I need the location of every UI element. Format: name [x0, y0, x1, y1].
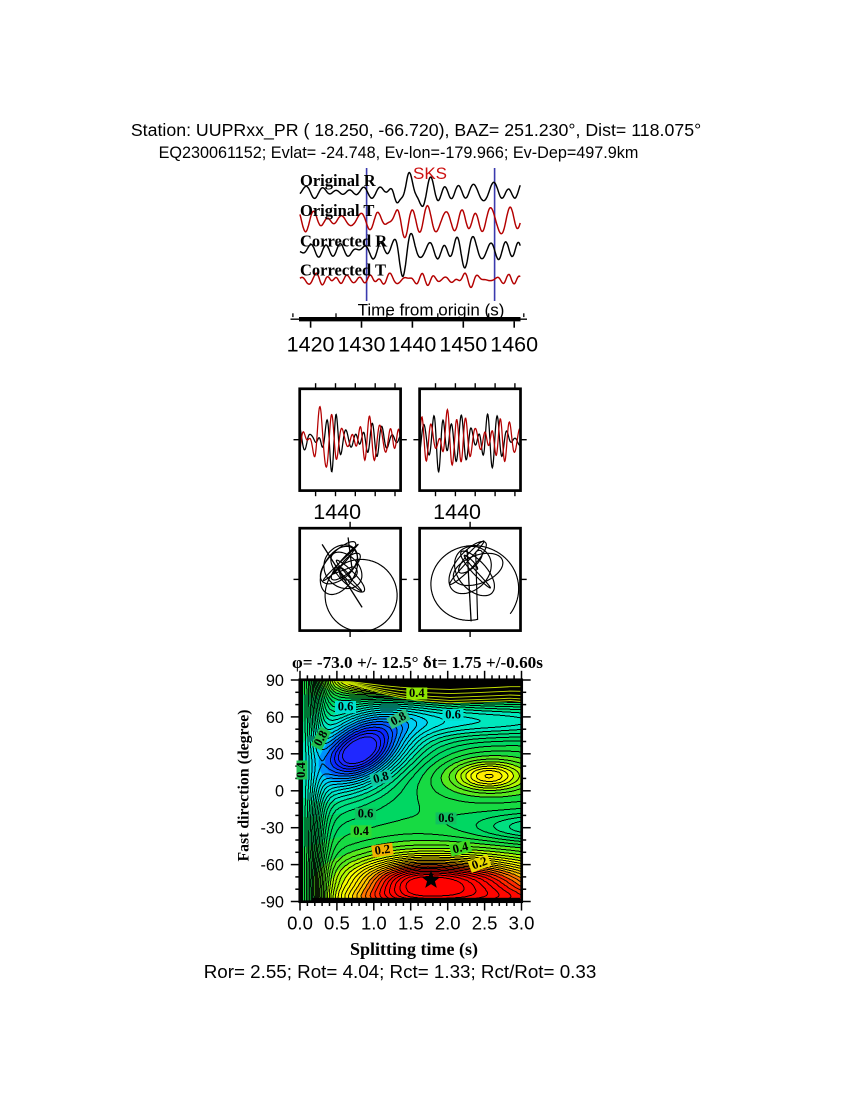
svg-text:Corrected T: Corrected T	[300, 261, 386, 280]
svg-text:0.8: 0.8	[388, 709, 408, 729]
svg-text:1440: 1440	[433, 500, 481, 524]
svg-text:3.0: 3.0	[509, 913, 535, 934]
svg-text:0.8: 0.8	[311, 728, 331, 748]
svg-text:1440: 1440	[313, 500, 361, 524]
svg-text:0: 0	[275, 783, 284, 801]
svg-text:Original R: Original R	[300, 171, 377, 190]
svg-text:Ror= 2.55; Rot= 4.04; Rct= 1.3: Ror= 2.55; Rot= 4.04; Rct= 1.33; Rct/Rot…	[204, 961, 597, 982]
svg-text:2.5: 2.5	[472, 913, 498, 934]
svg-text:Fast direction (degree): Fast direction (degree)	[236, 709, 253, 861]
svg-text:-60: -60	[260, 857, 284, 875]
svg-text:EQ230061152; Evlat= -24.748, E: EQ230061152; Evlat= -24.748, Ev-lon=-179…	[159, 144, 639, 162]
svg-text:0.2: 0.2	[374, 842, 391, 858]
svg-text:Corrected R: Corrected R	[300, 231, 388, 250]
svg-text:1430: 1430	[338, 333, 386, 357]
svg-text:0.8: 0.8	[372, 769, 391, 787]
svg-text:2.0: 2.0	[435, 913, 461, 934]
svg-text:φ= -73.0 +/- 12.5° δt= 1.75 +/: φ= -73.0 +/- 12.5° δt= 1.75 +/-0.60s	[292, 653, 543, 672]
svg-text:-90: -90	[260, 893, 284, 911]
svg-text:1450: 1450	[439, 333, 487, 357]
svg-text:30: 30	[266, 746, 284, 764]
svg-text:Time from origin (s): Time from origin (s)	[358, 301, 505, 320]
svg-text:0.4: 0.4	[451, 839, 470, 857]
svg-text:Splitting time (s): Splitting time (s)	[350, 939, 478, 960]
svg-text:0.6: 0.6	[445, 708, 461, 722]
svg-text:0.6: 0.6	[338, 700, 354, 714]
svg-text:60: 60	[266, 709, 284, 727]
svg-text:0.4: 0.4	[409, 686, 425, 700]
svg-text:1.5: 1.5	[398, 913, 424, 934]
svg-text:1440: 1440	[388, 333, 436, 357]
svg-text:1.0: 1.0	[361, 913, 387, 934]
svg-text:SKS: SKS	[413, 164, 447, 183]
svg-text:0.5: 0.5	[324, 913, 350, 934]
svg-text:0.6: 0.6	[358, 806, 374, 820]
svg-text:90: 90	[266, 672, 284, 690]
svg-text:Station: UUPRxx_PR ( 18.250,: Station: UUPRxx_PR ( 18.250, -66.720), B…	[131, 120, 701, 141]
svg-text:0.4: 0.4	[294, 761, 308, 777]
svg-text:0.0: 0.0	[287, 913, 313, 934]
svg-text:-30: -30	[260, 820, 284, 838]
svg-text:1460: 1460	[490, 333, 538, 357]
svg-text:1420: 1420	[287, 333, 335, 357]
svg-text:0.2: 0.2	[470, 854, 489, 872]
svg-text:Original T: Original T	[300, 201, 374, 220]
svg-text:0.6: 0.6	[438, 811, 454, 825]
svg-text:0.4: 0.4	[353, 824, 369, 838]
